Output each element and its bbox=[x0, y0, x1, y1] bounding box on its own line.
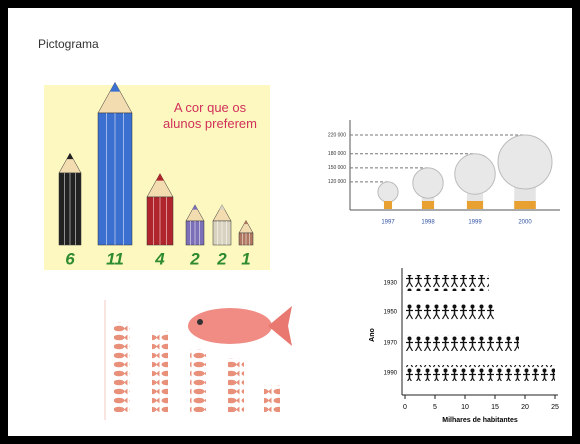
pencil-tip bbox=[192, 204, 198, 210]
data-label: 1 bbox=[241, 249, 250, 268]
y-tick-label: 120 000 bbox=[328, 179, 346, 185]
y-tick-label: 1930 bbox=[384, 281, 398, 287]
bulb-base bbox=[466, 201, 484, 209]
x-tick-label: 20 bbox=[521, 404, 529, 411]
fish-column bbox=[190, 349, 206, 412]
fish-column bbox=[114, 322, 130, 412]
x-tick-label: 1997 bbox=[381, 220, 395, 226]
y-axis-label: Ano bbox=[369, 328, 376, 342]
fish-column bbox=[152, 331, 168, 412]
fish-decoration bbox=[188, 306, 292, 346]
bulb-base bbox=[383, 201, 393, 209]
x-tick-label: 10 bbox=[461, 404, 469, 411]
bulb-base bbox=[421, 201, 435, 209]
x-tick-label: 1998 bbox=[421, 220, 435, 226]
x-tick-label: 2000 bbox=[518, 220, 532, 226]
data-label: 4 bbox=[154, 249, 165, 268]
person-row bbox=[405, 304, 495, 320]
data-label: 2 bbox=[216, 249, 227, 268]
bulb bbox=[497, 134, 553, 190]
bulb-base bbox=[514, 201, 536, 209]
pencil-tip bbox=[156, 173, 164, 181]
bulb bbox=[412, 167, 444, 199]
y-tick-label: 1950 bbox=[384, 310, 398, 316]
x-axis-label: Milhares de habitantes bbox=[442, 417, 518, 424]
bulb bbox=[454, 153, 496, 195]
y-tick-label: 1970 bbox=[384, 341, 398, 347]
y-tick-label: 180 000 bbox=[328, 151, 346, 157]
fish-bg bbox=[80, 290, 285, 430]
pencil-title: A cor que os alunos preferem bbox=[163, 100, 257, 131]
x-tick-label: 1999 bbox=[468, 220, 482, 226]
data-label: 6 bbox=[65, 249, 75, 268]
y-tick-label: 150 000 bbox=[328, 165, 346, 171]
x-tick-label: 15 bbox=[491, 404, 499, 411]
bulb bbox=[377, 181, 399, 203]
pencil-tip bbox=[243, 220, 249, 225]
y-tick-label: 1990 bbox=[384, 371, 398, 377]
person-row bbox=[405, 335, 519, 351]
pencil-tip bbox=[109, 82, 121, 92]
pencil-tip bbox=[66, 153, 74, 160]
pencil-tip bbox=[219, 204, 225, 210]
x-tick-label: 5 bbox=[433, 404, 437, 411]
person-row bbox=[405, 365, 555, 381]
slide-title: Pictograma bbox=[38, 37, 99, 51]
fish-column bbox=[264, 385, 280, 412]
data-label: 2 bbox=[189, 249, 200, 268]
x-tick-label: 0 bbox=[403, 404, 407, 411]
fish-column bbox=[228, 358, 244, 412]
person-row bbox=[405, 275, 489, 291]
data-label: 11 bbox=[106, 249, 124, 268]
y-tick-label: 220 000 bbox=[328, 132, 346, 138]
x-tick-label: 25 bbox=[551, 404, 559, 411]
